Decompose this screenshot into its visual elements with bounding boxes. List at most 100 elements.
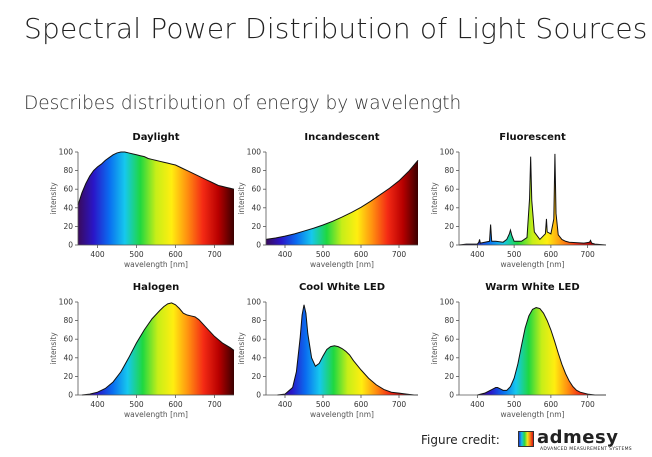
slide-subtitle: Describes distribution of energy by wave… — [24, 93, 462, 114]
chart-halogen: Halogen 0 20 40 60 80 100 400 500 600 700 wavelengt… — [49, 282, 235, 419]
spectrum-curve — [77, 151, 235, 206]
y-tick-label: 20 — [63, 222, 73, 231]
spectrum-area — [78, 152, 234, 245]
x-tick-label: 700 — [580, 400, 595, 409]
y-tick-label: 40 — [444, 203, 454, 212]
x-tick-label: 700 — [580, 250, 595, 259]
chart-fluorescent: Fluorescent 0 20 40 60 80 100 400 500 600 700 wavel… — [430, 132, 607, 269]
y-tick-label: 40 — [63, 203, 73, 212]
admesy-logo-icon — [518, 431, 534, 447]
y-tick-label: 40 — [251, 353, 261, 362]
y-tick-label: 100 — [247, 298, 262, 307]
chart-daylight: Daylight 0 20 40 60 80 100 400 500 600 700 waveleng… — [49, 132, 235, 269]
x-tick-label: 500 — [129, 250, 144, 259]
spectrum-curve — [277, 304, 418, 396]
y-tick-label: 20 — [63, 372, 73, 381]
y-tick-label: 100 — [59, 148, 74, 157]
y-tick-label: 20 — [444, 372, 454, 381]
x-axis-label: wavelength [nm] — [124, 410, 188, 419]
spectrum-area — [266, 160, 418, 245]
spectrum-area — [277, 304, 418, 395]
y-tick-label: 60 — [63, 185, 73, 194]
y-tick-label: 60 — [251, 185, 261, 194]
x-axis-label: wavelength [nm] — [310, 260, 374, 269]
admesy-logo-tagline: ADVANCED MEASUREMENT SYSTEMS — [540, 447, 632, 452]
x-axis-label: wavelength [nm] — [124, 260, 188, 269]
x-tick-label: 600 — [354, 400, 369, 409]
chart-title: Incandescent — [304, 132, 379, 143]
y-tick-label: 40 — [63, 353, 73, 362]
x-tick-label: 700 — [392, 250, 407, 259]
y-tick-label: 80 — [63, 166, 73, 175]
chart-title: Daylight — [132, 132, 179, 143]
y-tick-label: 60 — [444, 335, 454, 344]
x-tick-label: 400 — [470, 400, 485, 409]
x-axis-label: wavelength [nm] — [310, 410, 374, 419]
y-tick-label: 80 — [251, 166, 261, 175]
x-tick-label: 600 — [544, 400, 559, 409]
x-tick-label: 600 — [354, 250, 369, 259]
spectrum-curve — [81, 302, 235, 396]
y-tick-label: 80 — [444, 166, 454, 175]
y-tick-label: 80 — [63, 316, 73, 325]
x-tick-label: 600 — [544, 250, 559, 259]
chart-title: Cool White LED — [299, 282, 385, 293]
chart-incandescent: Incandescent 0 20 40 60 80 100 400 500 600 700 wave… — [237, 132, 419, 269]
y-tick-label: 20 — [251, 222, 261, 231]
y-tick-label: 0 — [68, 391, 73, 400]
y-tick-label: 0 — [256, 241, 261, 250]
y-tick-label: 0 — [449, 241, 454, 250]
y-axis-label: intensity — [430, 182, 439, 215]
chart-title: Warm White LED — [485, 282, 579, 293]
x-axis-label: wavelength [nm] — [501, 410, 565, 419]
spectrum-curve — [458, 153, 607, 246]
y-tick-label: 0 — [449, 391, 454, 400]
figure-credit-label: Figure credit: — [421, 433, 500, 447]
x-tick-label: 400 — [90, 400, 105, 409]
x-tick-label: 400 — [278, 250, 293, 259]
x-tick-label: 400 — [470, 250, 485, 259]
x-tick-label: 600 — [168, 400, 183, 409]
y-axis-label: intensity — [430, 332, 439, 365]
chart-warm-white-led: Warm White LED 0 20 40 60 80 100 400 500 600 700 wa… — [430, 282, 606, 419]
x-tick-label: 500 — [316, 250, 331, 259]
y-tick-label: 0 — [68, 241, 73, 250]
x-tick-label: 500 — [507, 400, 522, 409]
spectrum-area — [477, 307, 606, 395]
spectrum-curve — [265, 160, 419, 240]
y-tick-label: 100 — [59, 298, 74, 307]
y-tick-label: 100 — [247, 148, 262, 157]
y-axis-label: intensity — [49, 182, 58, 215]
y-tick-label: 100 — [440, 298, 455, 307]
y-tick-label: 80 — [251, 316, 261, 325]
y-tick-label: 40 — [444, 353, 454, 362]
spectrum-area — [459, 153, 606, 245]
x-tick-label: 500 — [316, 400, 331, 409]
y-tick-label: 40 — [251, 203, 261, 212]
y-tick-label: 60 — [251, 335, 261, 344]
y-axis-label: intensity — [237, 182, 246, 215]
spectrum-curve — [477, 307, 606, 396]
spectrum-area — [81, 302, 235, 395]
y-tick-label: 80 — [444, 316, 454, 325]
y-tick-label: 20 — [444, 222, 454, 231]
x-tick-label: 700 — [207, 400, 222, 409]
y-tick-label: 100 — [440, 148, 455, 157]
x-tick-label: 500 — [129, 400, 144, 409]
y-tick-label: 0 — [256, 391, 261, 400]
x-tick-label: 400 — [90, 250, 105, 259]
x-tick-label: 600 — [168, 250, 183, 259]
y-axis-label: intensity — [49, 332, 58, 365]
chart-title: Fluorescent — [499, 132, 566, 143]
x-tick-label: 700 — [207, 250, 222, 259]
chart-cool-white-led: Cool White LED 0 20 40 60 80 100 400 500 600 700 wa… — [237, 282, 418, 419]
x-tick-label: 500 — [507, 250, 522, 259]
x-tick-label: 700 — [392, 400, 407, 409]
y-tick-label: 20 — [251, 372, 261, 381]
x-axis-label: wavelength [nm] — [501, 260, 565, 269]
admesy-logo-text: admesy — [537, 427, 619, 448]
y-axis-label: intensity — [237, 332, 246, 365]
y-tick-label: 60 — [63, 335, 73, 344]
y-tick-label: 60 — [444, 185, 454, 194]
slide-title: Spectral Power Distribution of Light Sou… — [24, 12, 648, 45]
